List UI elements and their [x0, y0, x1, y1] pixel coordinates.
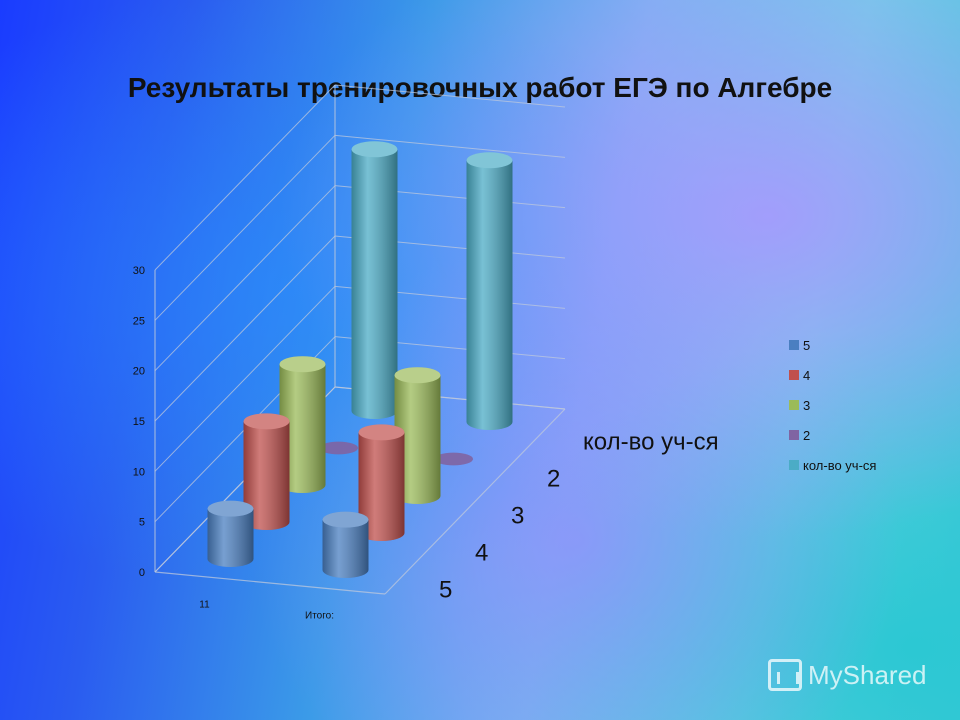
depth-axis-label: кол-во уч-ся	[583, 429, 719, 456]
y-tick-label: 30	[133, 265, 145, 277]
legend-label: 3	[803, 398, 810, 413]
legend-label: 2	[803, 428, 810, 443]
legend-swatch	[789, 340, 799, 350]
gridline-back	[334, 134, 566, 158]
cylinder-top	[279, 356, 326, 373]
legend-swatch	[789, 460, 799, 470]
gridline-back	[334, 84, 566, 108]
gridline-side	[154, 84, 336, 271]
y-tick-label: 15	[133, 416, 145, 428]
cylinder-bar	[351, 141, 398, 419]
chart-bars	[207, 141, 513, 578]
cylinder-shading	[279, 364, 326, 493]
y-tick-label: 20	[133, 366, 145, 378]
flat-bar-disk	[318, 441, 359, 455]
y-tick-label: 10	[133, 466, 145, 478]
gridline-side	[154, 134, 336, 321]
watermark-text: MyShared	[808, 659, 927, 690]
cylinder-top	[207, 500, 254, 517]
depth-axis-label: 3	[511, 503, 524, 530]
y-tick-label: 0	[139, 567, 145, 579]
floor-edge	[154, 571, 386, 595]
gridline-side	[154, 285, 336, 472]
myshared-logo-icon	[768, 659, 802, 691]
x-category-label: Итого:	[305, 611, 334, 622]
page-title: Результаты тренировочных работ ЕГЭ по Ал…	[127, 72, 833, 103]
cylinder-top	[322, 511, 369, 528]
cylinder-top-highlight	[279, 356, 326, 373]
cylinder-top-highlight	[243, 413, 290, 430]
legend-label: 5	[803, 338, 810, 353]
flat-bar-disk	[433, 452, 474, 466]
legend-swatch	[789, 400, 799, 410]
cylinder-bar	[358, 424, 405, 541]
cylinder-shading	[322, 519, 369, 578]
cylinder-shading	[358, 432, 405, 541]
y-tick-label: 25	[133, 315, 145, 327]
depth-axis-label: 5	[439, 577, 452, 604]
gridline-side	[154, 235, 336, 422]
cylinder-top	[466, 152, 513, 169]
legend-swatch	[789, 430, 799, 440]
watermark: MyShared	[768, 656, 927, 694]
cylinder-top-highlight	[207, 500, 254, 517]
cylinder-bar	[279, 356, 326, 493]
cylinder-top-highlight	[358, 424, 405, 441]
x-category-label: 11	[199, 600, 210, 611]
cylinder-top	[351, 141, 398, 158]
cylinder-shading	[243, 421, 290, 530]
gridline-side	[154, 185, 336, 372]
cylinder-top	[358, 424, 405, 441]
cylinder-top-highlight	[466, 152, 513, 169]
cylinder-bar	[243, 413, 290, 530]
cylinder-top-highlight	[322, 511, 369, 528]
cylinder-bar	[322, 511, 369, 578]
legend-swatch	[789, 370, 799, 380]
cylinder-bar	[466, 152, 513, 430]
cylinder-bar	[394, 367, 441, 504]
legend-label: кол-во уч-ся	[803, 458, 876, 473]
cylinder-bar	[433, 452, 474, 466]
depth-axis-label: 4	[475, 540, 488, 567]
y-tick-label: 5	[139, 517, 145, 529]
cylinder-top	[243, 413, 290, 430]
cylinder-bar	[318, 441, 359, 455]
cylinder-shading	[351, 149, 398, 419]
cylinder-shading	[466, 160, 513, 430]
cylinder-top-highlight	[394, 367, 441, 384]
cylinder-top-highlight	[351, 141, 398, 158]
floor-edge	[384, 408, 566, 595]
chart-legend: 5 4 3 2 кол-во уч-ся	[789, 338, 876, 473]
cylinder-shading	[207, 508, 254, 567]
cylinder-top	[394, 367, 441, 384]
cylinder-bar	[207, 500, 254, 567]
depth-axis-label: 2	[547, 466, 560, 493]
cylinder-shading	[394, 375, 441, 504]
legend-label: 4	[803, 368, 810, 383]
